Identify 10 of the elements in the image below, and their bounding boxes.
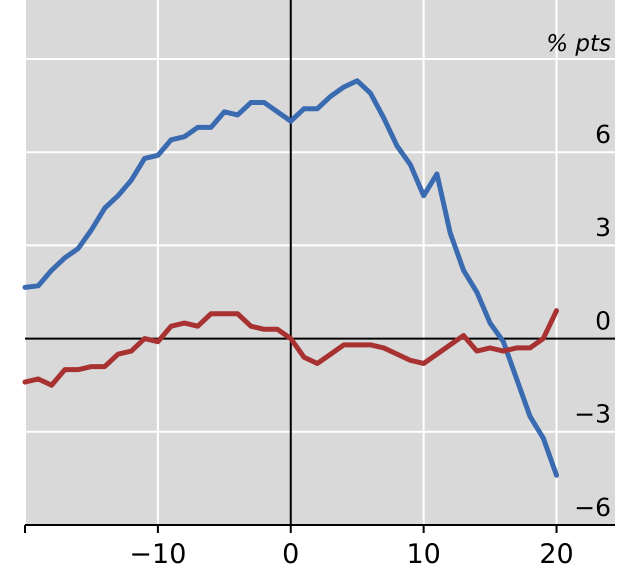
x-tick-label: 10 bbox=[406, 539, 441, 570]
y-tick-label: −3 bbox=[574, 400, 611, 429]
x-tick-label: 20 bbox=[539, 539, 574, 570]
x-tick-label: 0 bbox=[282, 539, 300, 570]
y-axis-title: % pts bbox=[546, 31, 611, 58]
y-tick-label: 3 bbox=[595, 213, 611, 242]
y-tick-label: 6 bbox=[595, 120, 611, 149]
y-tick-label: −6 bbox=[574, 492, 611, 522]
y-tick-label: 0 bbox=[595, 306, 611, 336]
x-tick-label: −10 bbox=[129, 539, 186, 570]
